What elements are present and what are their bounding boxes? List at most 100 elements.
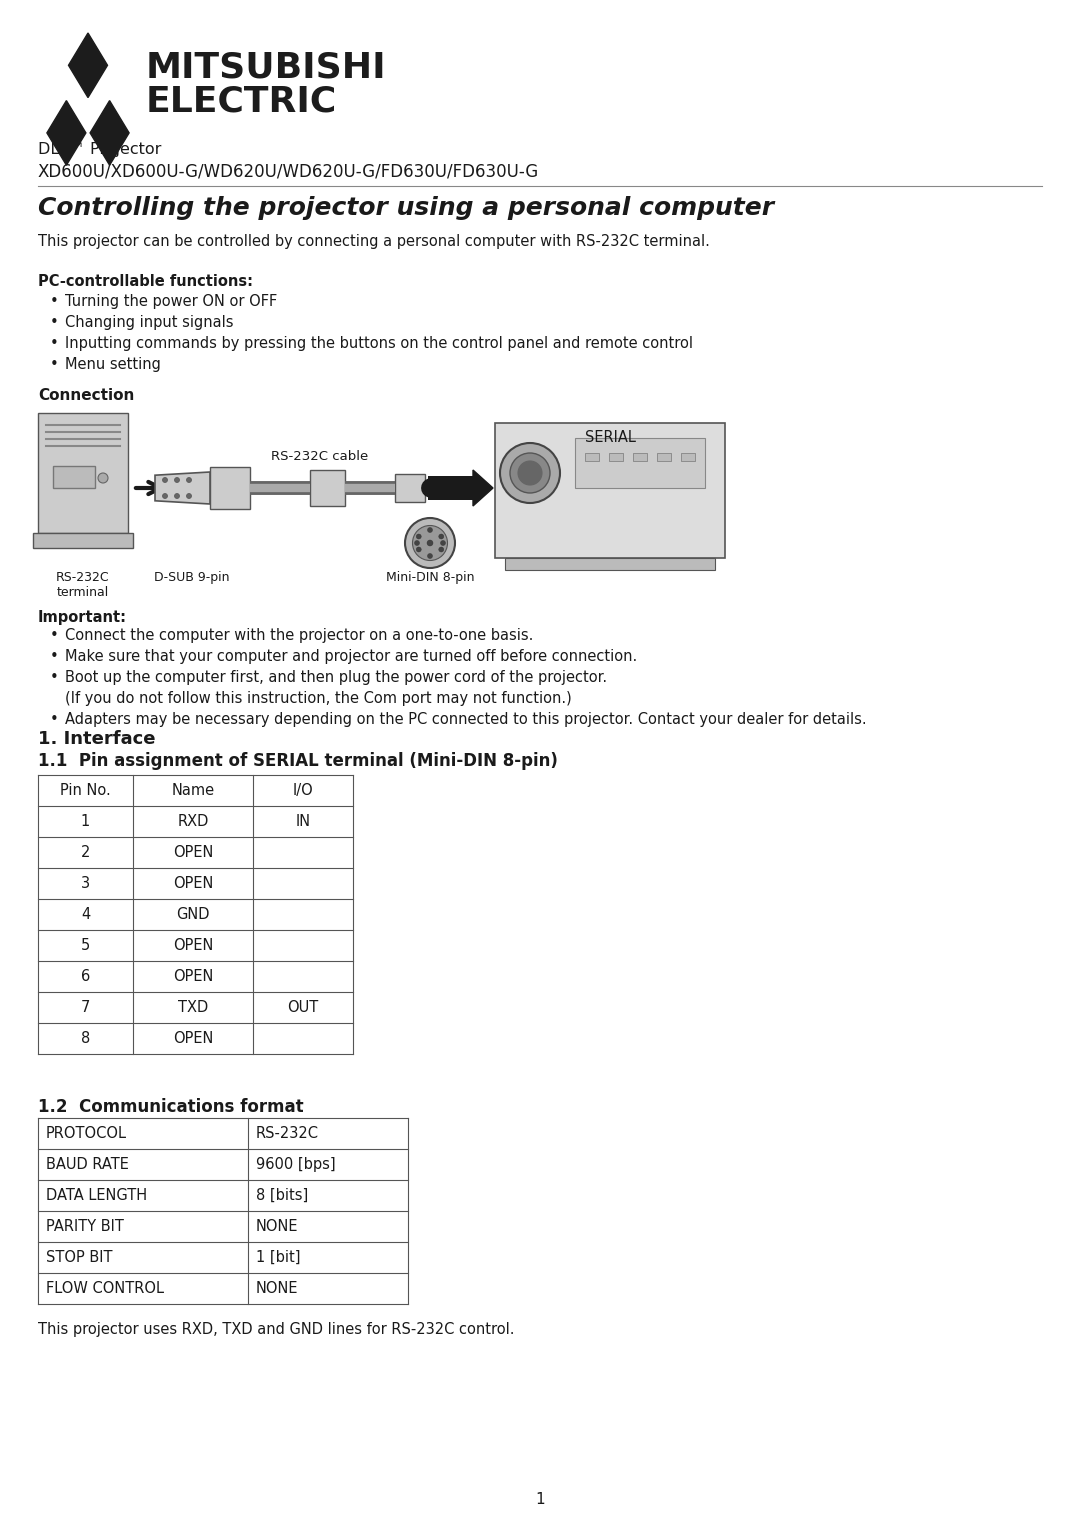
Bar	[575, 439, 705, 487]
Text: •: •	[50, 336, 58, 351]
Polygon shape	[90, 101, 130, 165]
Text: D-SUB 9-pin: D-SUB 9-pin	[154, 571, 230, 584]
Text: STOP BIT: STOP BIT	[46, 1250, 112, 1265]
Bar	[210, 468, 249, 509]
Text: This projector uses RXD, TXD and GND lines for RS-232C control.: This projector uses RXD, TXD and GND lin…	[38, 1322, 514, 1337]
Text: 3: 3	[81, 876, 90, 891]
Text: This projector can be controlled by connecting a personal computer with RS-232C : This projector can be controlled by conn…	[38, 234, 710, 249]
Bar	[585, 452, 599, 461]
Text: OPEN: OPEN	[173, 1031, 213, 1047]
Circle shape	[175, 494, 179, 498]
Text: •: •	[50, 712, 58, 727]
Text: •: •	[50, 649, 58, 665]
Circle shape	[500, 443, 561, 503]
FancyBboxPatch shape	[495, 423, 725, 558]
Text: Controlling the projector using a personal computer: Controlling the projector using a person…	[38, 196, 774, 220]
Text: GND: GND	[176, 908, 210, 921]
Circle shape	[415, 541, 419, 545]
Text: RS-232C: RS-232C	[256, 1126, 319, 1141]
Text: OPEN: OPEN	[173, 938, 213, 953]
Circle shape	[441, 541, 446, 545]
Bar	[428, 477, 473, 500]
Text: Make sure that your computer and projector are turned off before connection.: Make sure that your computer and project…	[65, 649, 637, 665]
Circle shape	[175, 477, 179, 483]
Circle shape	[162, 477, 167, 483]
Circle shape	[416, 533, 421, 539]
Text: 6: 6	[81, 969, 90, 984]
Circle shape	[98, 474, 108, 483]
Text: Inputting commands by pressing the buttons on the control panel and remote contr: Inputting commands by pressing the butto…	[65, 336, 693, 351]
Text: SERIAL: SERIAL	[584, 429, 635, 445]
Polygon shape	[46, 101, 86, 165]
Text: RS-232C cable: RS-232C cable	[271, 451, 368, 463]
Text: OUT: OUT	[287, 999, 319, 1015]
Text: 4: 4	[81, 908, 90, 921]
Text: NONE: NONE	[256, 1280, 298, 1296]
Circle shape	[416, 547, 421, 552]
Text: BAUD RATE: BAUD RATE	[46, 1157, 129, 1172]
Text: Important:: Important:	[38, 610, 127, 625]
Text: IN: IN	[296, 814, 311, 830]
Text: PC-controllable functions:: PC-controllable functions:	[38, 274, 253, 289]
Text: FLOW CONTROL: FLOW CONTROL	[46, 1280, 164, 1296]
Text: 1: 1	[536, 1491, 544, 1507]
Polygon shape	[473, 471, 492, 506]
Text: •: •	[50, 358, 58, 371]
Text: PARITY BIT: PARITY BIT	[46, 1219, 124, 1235]
Text: 5: 5	[81, 938, 90, 953]
FancyBboxPatch shape	[38, 413, 129, 533]
Text: Connect the computer with the projector on a one-to-one basis.: Connect the computer with the projector …	[65, 628, 534, 643]
Text: 8: 8	[81, 1031, 90, 1047]
Text: •: •	[50, 293, 58, 309]
Text: Connection: Connection	[38, 388, 134, 403]
Circle shape	[162, 494, 167, 498]
Text: Name: Name	[172, 782, 215, 798]
Circle shape	[405, 518, 455, 568]
Circle shape	[187, 477, 191, 483]
Text: DLP™ Projector: DLP™ Projector	[38, 142, 161, 157]
Bar	[505, 558, 715, 570]
Text: OPEN: OPEN	[173, 876, 213, 891]
Text: 1: 1	[81, 814, 90, 830]
Text: (If you do not follow this instruction, the Com port may not function.): (If you do not follow this instruction, …	[65, 691, 571, 706]
Text: 1.1  Pin assignment of SERIAL terminal (Mini-DIN 8-pin): 1.1 Pin assignment of SERIAL terminal (M…	[38, 752, 558, 770]
Text: RXD: RXD	[177, 814, 208, 830]
Circle shape	[438, 533, 444, 539]
Text: Menu setting: Menu setting	[65, 358, 161, 371]
Text: TXD: TXD	[178, 999, 208, 1015]
Bar	[681, 452, 696, 461]
Text: ELECTRIC: ELECTRIC	[146, 86, 337, 119]
Text: Adapters may be necessary depending on the PC connected to this projector. Conta: Adapters may be necessary depending on t…	[65, 712, 866, 727]
Bar	[633, 452, 647, 461]
Circle shape	[438, 547, 444, 552]
Circle shape	[427, 539, 433, 545]
Text: OPEN: OPEN	[173, 969, 213, 984]
Circle shape	[413, 526, 447, 561]
Text: Turning the power ON or OFF: Turning the power ON or OFF	[65, 293, 278, 309]
Circle shape	[428, 553, 432, 559]
Bar	[310, 471, 345, 506]
Text: I/O: I/O	[293, 782, 313, 798]
Bar	[395, 474, 426, 503]
Text: Boot up the computer first, and then plug the power cord of the projector.: Boot up the computer first, and then plu…	[65, 669, 607, 685]
Text: •: •	[50, 628, 58, 643]
Text: 7: 7	[81, 999, 91, 1015]
Bar	[609, 452, 623, 461]
Text: •: •	[50, 315, 58, 330]
Text: PROTOCOL: PROTOCOL	[46, 1126, 127, 1141]
Text: 1 [bit]: 1 [bit]	[256, 1250, 300, 1265]
Circle shape	[187, 494, 191, 498]
Polygon shape	[68, 34, 108, 98]
Text: 2: 2	[81, 845, 91, 860]
Text: MITSUBISHI: MITSUBISHI	[146, 50, 387, 86]
Polygon shape	[156, 472, 210, 504]
Text: Changing input signals: Changing input signals	[65, 315, 233, 330]
Bar	[657, 452, 671, 461]
Bar	[33, 533, 133, 549]
Text: XD600U/XD600U-G/WD620U/WD620U-G/FD630U/FD630U-G: XD600U/XD600U-G/WD620U/WD620U-G/FD630U/F…	[38, 163, 539, 180]
Bar	[53, 466, 95, 487]
Text: RS-232C
terminal: RS-232C terminal	[56, 571, 110, 599]
Text: Pin No.: Pin No.	[60, 782, 111, 798]
Text: •: •	[50, 669, 58, 685]
Text: OPEN: OPEN	[173, 845, 213, 860]
